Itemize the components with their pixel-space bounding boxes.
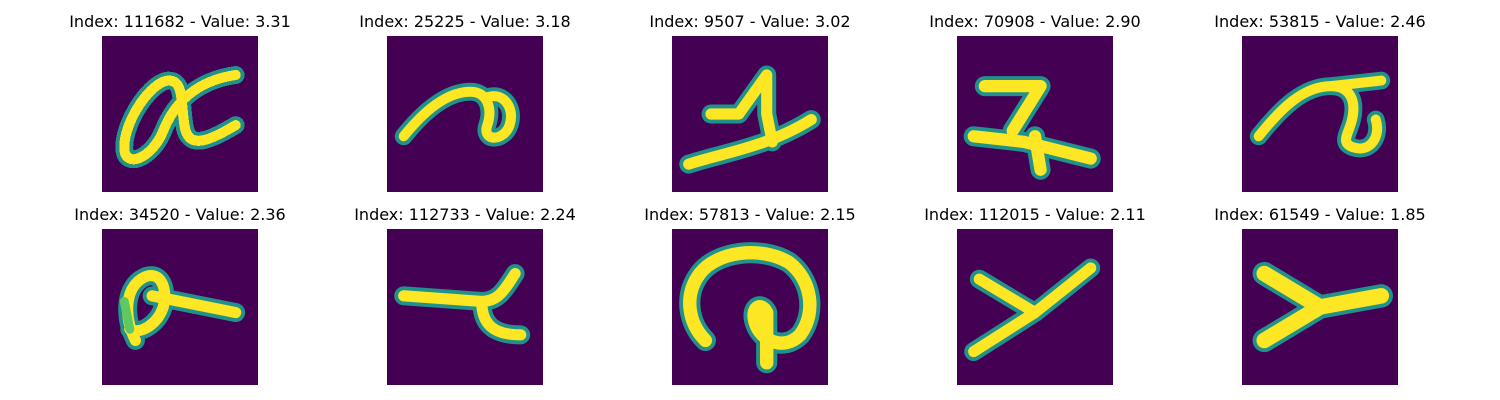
- panel-6: Index: 34520 - Value: 2.36: [50, 203, 310, 393]
- panel-title: Index: 34520 - Value: 2.36: [74, 205, 286, 224]
- digit-image: [387, 229, 543, 385]
- panel-9: Index: 112015 - Value: 2.11: [905, 203, 1165, 393]
- panel-8: Index: 57813 - Value: 2.15: [620, 203, 880, 393]
- digit-image: [672, 229, 828, 385]
- digit-image: [1242, 229, 1398, 385]
- digit-image: [957, 36, 1113, 192]
- panel-title: Index: 53815 - Value: 2.46: [1214, 12, 1426, 31]
- panel-1: Index: 111682 - Value: 3.31: [50, 10, 310, 200]
- panel-7: Index: 112733 - Value: 2.24: [335, 203, 595, 393]
- digit-image: [102, 229, 258, 385]
- digit-image: [957, 229, 1113, 385]
- panel-2: Index: 25225 - Value: 3.18: [335, 10, 595, 200]
- panel-title: Index: 61549 - Value: 1.85: [1214, 205, 1426, 224]
- digit-image: [387, 36, 543, 192]
- panel-title: Index: 111682 - Value: 3.31: [69, 12, 291, 31]
- digit-image: [102, 36, 258, 192]
- panel-3: Index: 9507 - Value: 3.02: [620, 10, 880, 200]
- panel-10: Index: 61549 - Value: 1.85: [1190, 203, 1450, 393]
- digit-image: [1242, 36, 1398, 192]
- panel-title: Index: 70908 - Value: 2.90: [929, 12, 1141, 31]
- panel-title: Index: 9507 - Value: 3.02: [649, 12, 851, 31]
- panel-title: Index: 112733 - Value: 2.24: [354, 205, 576, 224]
- panel-title: Index: 25225 - Value: 3.18: [359, 12, 571, 31]
- panel-title: Index: 57813 - Value: 2.15: [644, 205, 856, 224]
- panel-title: Index: 112015 - Value: 2.11: [924, 205, 1146, 224]
- digit-image: [672, 36, 828, 192]
- panel-5: Index: 53815 - Value: 2.46: [1190, 10, 1450, 200]
- panel-4: Index: 70908 - Value: 2.90: [905, 10, 1165, 200]
